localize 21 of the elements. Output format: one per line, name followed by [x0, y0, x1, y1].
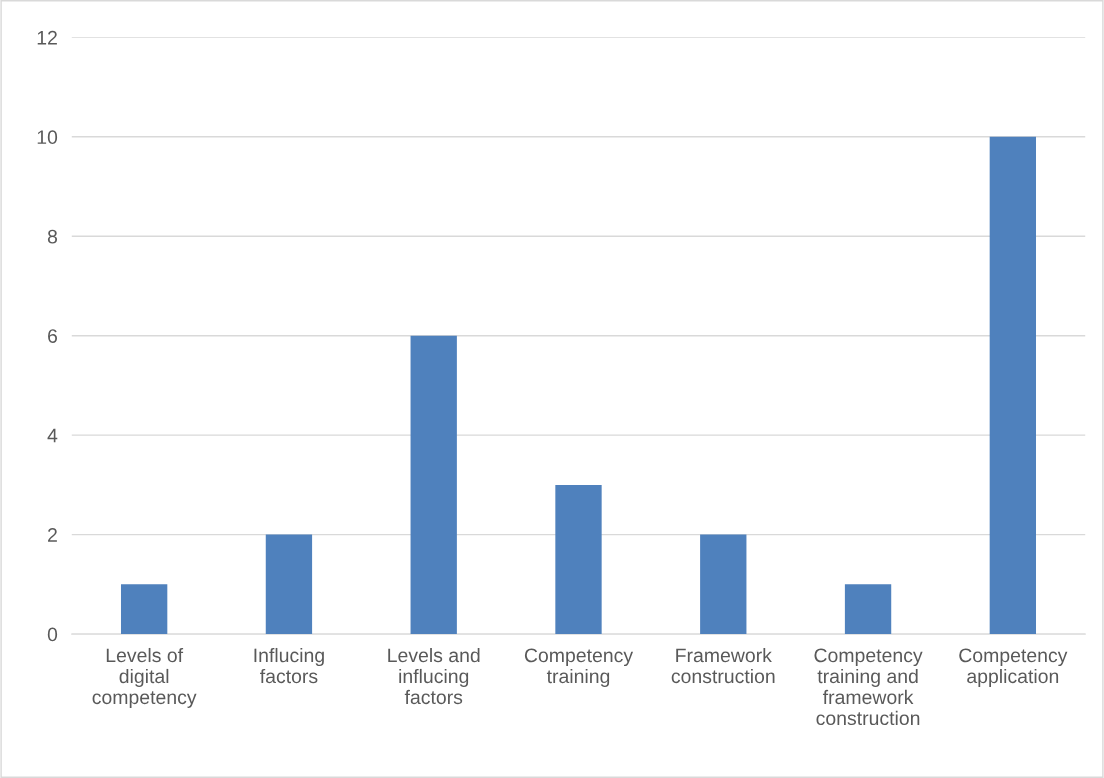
y-tick-label: 8 — [47, 229, 58, 244]
bar — [555, 484, 602, 635]
bar — [700, 534, 747, 635]
x-tick-label: Competency application — [959, 648, 1068, 688]
bar — [844, 584, 892, 635]
x-tick-label: Competency training and framework construction — [814, 648, 923, 726]
y-tick-label: 2 — [48, 528, 57, 542]
x-tick-label: Framework construction — [671, 647, 775, 684]
x-tick-label: Levels of digital competency — [92, 647, 197, 708]
x-tick-label: Competency training — [524, 648, 634, 688]
y-tick-label: 0 — [47, 627, 58, 642]
bar — [120, 584, 168, 635]
y-tick-label: 12 — [37, 30, 57, 45]
x-tick-label: Levels and influcing factors — [388, 647, 480, 705]
y-tick-label: 4 — [47, 428, 58, 443]
y-tick-label: 10 — [37, 130, 58, 145]
bar — [989, 136, 1037, 635]
bar — [265, 534, 313, 635]
bar — [410, 335, 457, 635]
y-tick-label: 6 — [48, 329, 58, 343]
x-tick-label: Influcing factors — [254, 647, 324, 684]
